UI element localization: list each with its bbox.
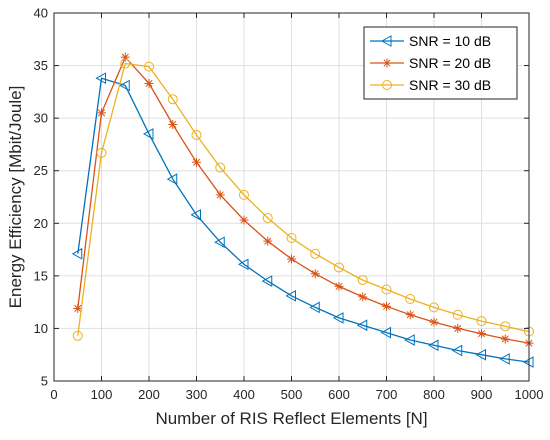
legend-entry: SNR = 20 dB [370, 55, 491, 71]
data-point [214, 236, 225, 249]
data-point [334, 262, 344, 273]
data-point [477, 329, 486, 339]
x-tick-label: 700 [376, 387, 398, 402]
data-point [263, 236, 273, 246]
data-point [310, 269, 320, 279]
y-tick-label: 10 [34, 321, 48, 336]
legend-marker [382, 58, 392, 68]
data-point [119, 79, 130, 92]
data-point [262, 213, 273, 224]
series-line [77, 56, 530, 344]
data-point [167, 94, 178, 105]
x-tick-label: 600 [328, 387, 350, 402]
data-point [500, 334, 510, 344]
data-point [309, 301, 320, 314]
y-tick-label: 40 [34, 6, 48, 21]
legend-marker [380, 35, 392, 47]
x-tick-label: 1000 [515, 387, 544, 402]
data-point [96, 147, 107, 158]
data-point [166, 173, 178, 185]
x-axis-title: Number of RIS Reflect Elements [N] [155, 409, 427, 428]
legend-marker [382, 80, 392, 90]
legend-label: SNR = 10 dB [409, 33, 491, 49]
x-tick-label: 100 [91, 387, 113, 402]
data-point [190, 209, 201, 221]
legend-entry: SNR = 10 dB [370, 33, 491, 49]
series-3 [72, 58, 534, 341]
legend-label: SNR = 20 dB [409, 55, 491, 71]
x-tick-label: 0 [50, 387, 57, 402]
data-point [334, 281, 344, 291]
data-point [120, 58, 131, 69]
legend: SNR = 10 dB SNR = 20 dB SNR = 30 dB [363, 26, 518, 100]
data-point [382, 301, 391, 311]
y-axis-title: Energy Efficiency [Mbit/Joule] [6, 86, 25, 309]
data-point [499, 353, 510, 365]
data-point [381, 284, 392, 295]
legend-entry: SNR = 30 dB [370, 77, 491, 93]
data-point [287, 254, 296, 264]
x-tick-label: 200 [138, 387, 160, 402]
data-point [191, 129, 202, 140]
data-point [286, 233, 297, 244]
data-point [144, 78, 154, 88]
data-point [332, 312, 344, 324]
data-point [357, 275, 368, 286]
y-tick-label: 5 [41, 374, 48, 389]
data-point [215, 190, 225, 200]
x-tick-label: 300 [186, 387, 208, 402]
data-point [500, 321, 511, 332]
data-point [261, 275, 273, 287]
y-tick-label: 35 [34, 58, 48, 73]
data-point [97, 108, 106, 118]
data-point [285, 289, 296, 302]
data-point [451, 344, 463, 357]
data-point [453, 323, 463, 333]
data-point [239, 215, 249, 225]
series-1 [71, 72, 534, 368]
data-point [405, 310, 415, 320]
data-point [429, 302, 439, 313]
data-point [72, 330, 83, 341]
data-point [356, 319, 368, 332]
data-point [95, 72, 106, 85]
data-point [142, 128, 154, 140]
data-point [144, 61, 154, 72]
data-point [192, 157, 201, 167]
data-point [168, 119, 178, 129]
data-point [310, 248, 321, 259]
axis-ticks: 0 100 200 300 400 500 600 700 800 900 1000 5 10 15 20 2… [34, 6, 544, 403]
y-tick-label: 15 [34, 268, 48, 283]
data-point [452, 309, 463, 320]
x-tick-label: 500 [281, 387, 303, 402]
y-tick-label: 30 [34, 111, 48, 126]
y-tick-label: 25 [34, 163, 48, 178]
data-point [215, 162, 226, 173]
x-tick-label: 900 [471, 387, 493, 402]
data-point [73, 303, 83, 313]
data-point [404, 334, 415, 346]
data-point [429, 317, 439, 327]
x-tick-label: 800 [423, 387, 445, 402]
data-point [120, 52, 130, 62]
y-tick-label: 20 [34, 216, 48, 231]
x-tick-label: 400 [233, 387, 255, 402]
legend-label: SNR = 30 dB [409, 77, 491, 93]
data-point [71, 247, 83, 260]
data-point [358, 292, 368, 302]
data-point [239, 189, 249, 200]
data-point [475, 348, 486, 361]
data-point [427, 339, 439, 352]
data-point [237, 258, 249, 271]
data-point [476, 316, 487, 327]
series-layer [71, 52, 534, 368]
data-point [405, 293, 416, 304]
data-point [380, 326, 391, 339]
